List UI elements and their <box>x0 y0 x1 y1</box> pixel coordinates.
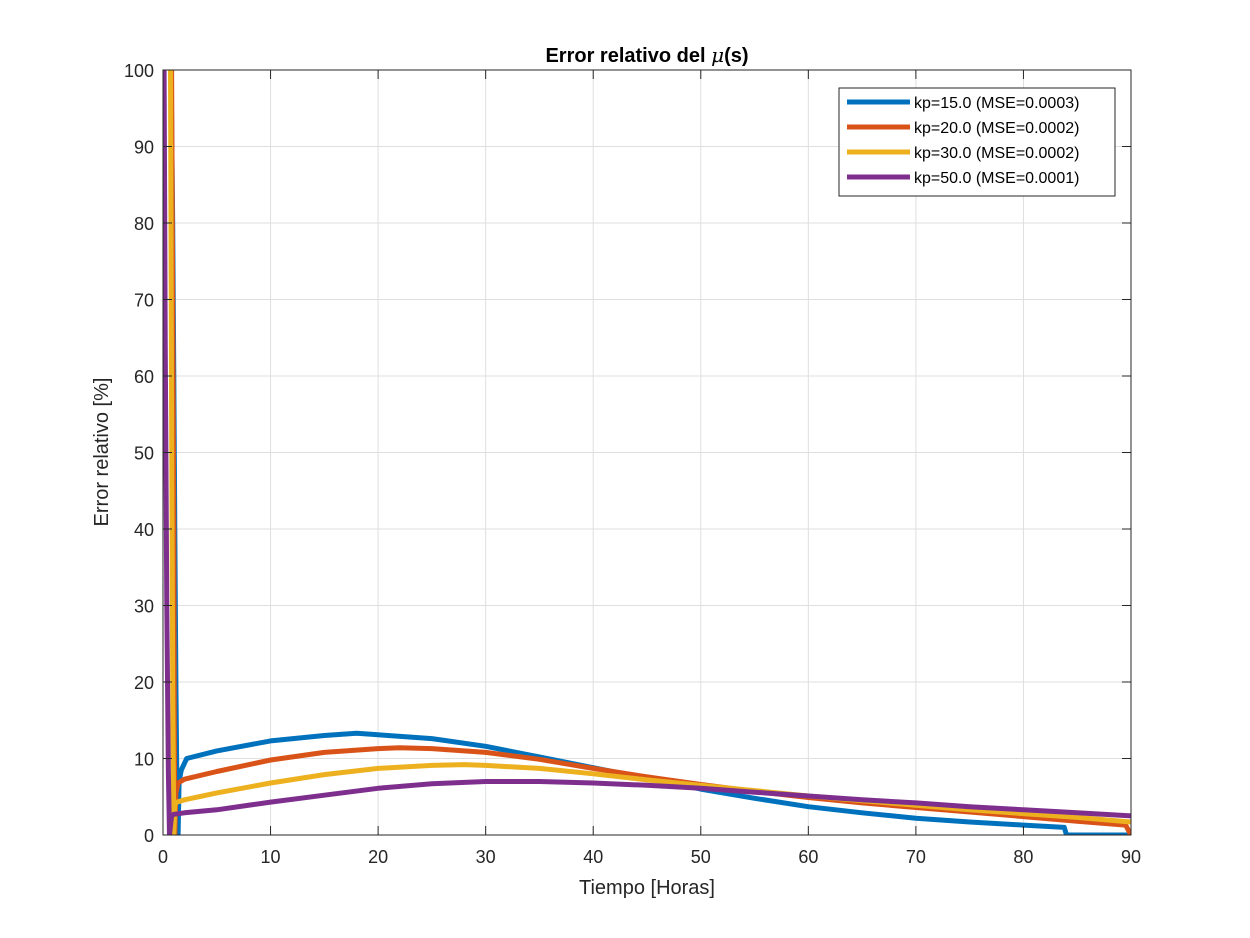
grid <box>163 70 1131 835</box>
chart-title-symbol: μ <box>711 43 724 67</box>
x-tick-label: 70 <box>906 847 926 867</box>
y-tick-label: 30 <box>134 597 154 617</box>
y-tick-label: 10 <box>134 750 154 770</box>
x-tick-label: 50 <box>691 847 711 867</box>
legend-label-1: kp=15.0 (MSE=0.0003) <box>914 95 1079 112</box>
legend-label-3: kp=30.0 (MSE=0.0002) <box>914 145 1079 162</box>
y-tick-label: 0 <box>144 826 154 846</box>
y-tick-label: 60 <box>134 367 154 387</box>
x-axis-label: Tiempo [Horas] <box>579 877 715 899</box>
y-tick-label: 100 <box>124 61 154 81</box>
y-tick-label: 40 <box>134 520 154 540</box>
chart-title-suffix: (s) <box>724 45 748 67</box>
x-tick-label: 40 <box>583 847 603 867</box>
y-tick-label: 80 <box>134 214 154 234</box>
x-tick-label: 0 <box>158 847 168 867</box>
x-tick-label: 30 <box>476 847 496 867</box>
x-tick-label: 90 <box>1121 847 1141 867</box>
y-tick-label: 70 <box>134 291 154 311</box>
series-layer <box>163 70 1131 835</box>
x-tick-label: 80 <box>1013 847 1033 867</box>
y-axis-label: Error relativo [%] <box>91 378 113 527</box>
series-line-4 <box>163 70 1131 835</box>
tick-labels: 0 10 20 30 40 50 60 70 80 90 0 10 20 30 40 50 60 70 80 90 10… <box>124 61 1141 867</box>
x-tick-label: 10 <box>261 847 281 867</box>
x-tick-label: 20 <box>368 847 388 867</box>
y-tick-label: 20 <box>134 673 154 693</box>
chart-title-text: Error relativo del <box>545 45 711 67</box>
ticks <box>162 69 1132 836</box>
chart-title: Error relativo del μ(s) <box>545 43 748 67</box>
legend: kp=15.0 (MSE=0.0003) kp=20.0 (MSE=0.0002)… <box>838 87 1116 197</box>
legend-label-4: kp=50.0 (MSE=0.0001) <box>914 170 1079 187</box>
legend-label-2: kp=20.0 (MSE=0.0002) <box>914 120 1079 137</box>
y-tick-label: 90 <box>134 138 154 158</box>
x-tick-label: 60 <box>798 847 818 867</box>
y-tick-label: 50 <box>134 444 154 464</box>
